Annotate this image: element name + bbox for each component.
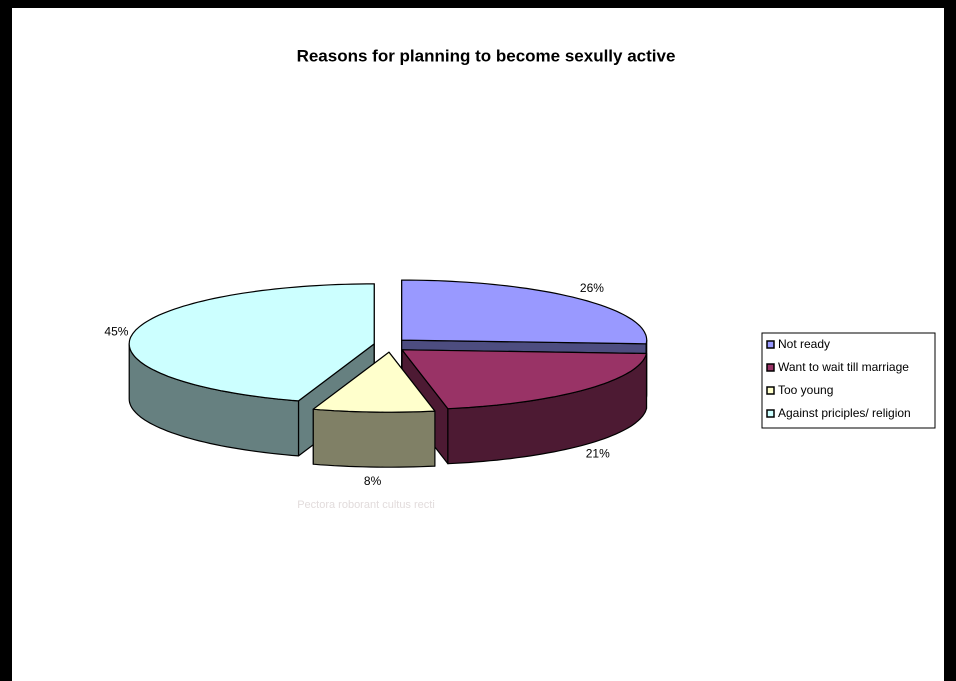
chart-title: Reasons for planning to become sexully a… [297, 46, 676, 65]
legend-swatch [766, 386, 775, 395]
slice-wall [312, 408, 436, 468]
legend-label: Want to wait till marriage [778, 360, 909, 374]
data-label: 26% [580, 281, 604, 295]
watermark: Pectora roborant cultus recti [297, 499, 435, 511]
frame-top [0, 0, 956, 8]
data-label: 45% [104, 324, 128, 338]
legend-box [761, 332, 936, 429]
slice [401, 279, 648, 345]
data-label: 21% [586, 446, 610, 460]
frame-right [944, 0, 956, 681]
slice [401, 349, 648, 410]
legend-swatch [766, 363, 775, 372]
legend-swatch [766, 340, 775, 349]
legend-label: Not ready [778, 337, 830, 351]
legend-label: Against priciples/ religion [778, 406, 911, 420]
legend-swatch [766, 409, 775, 418]
slice [128, 283, 375, 402]
data-label: 8% [364, 474, 382, 488]
frame-left [0, 0, 12, 681]
pie-tops [128, 279, 648, 413]
legend-label: Too young [778, 383, 833, 397]
slice [312, 351, 436, 413]
